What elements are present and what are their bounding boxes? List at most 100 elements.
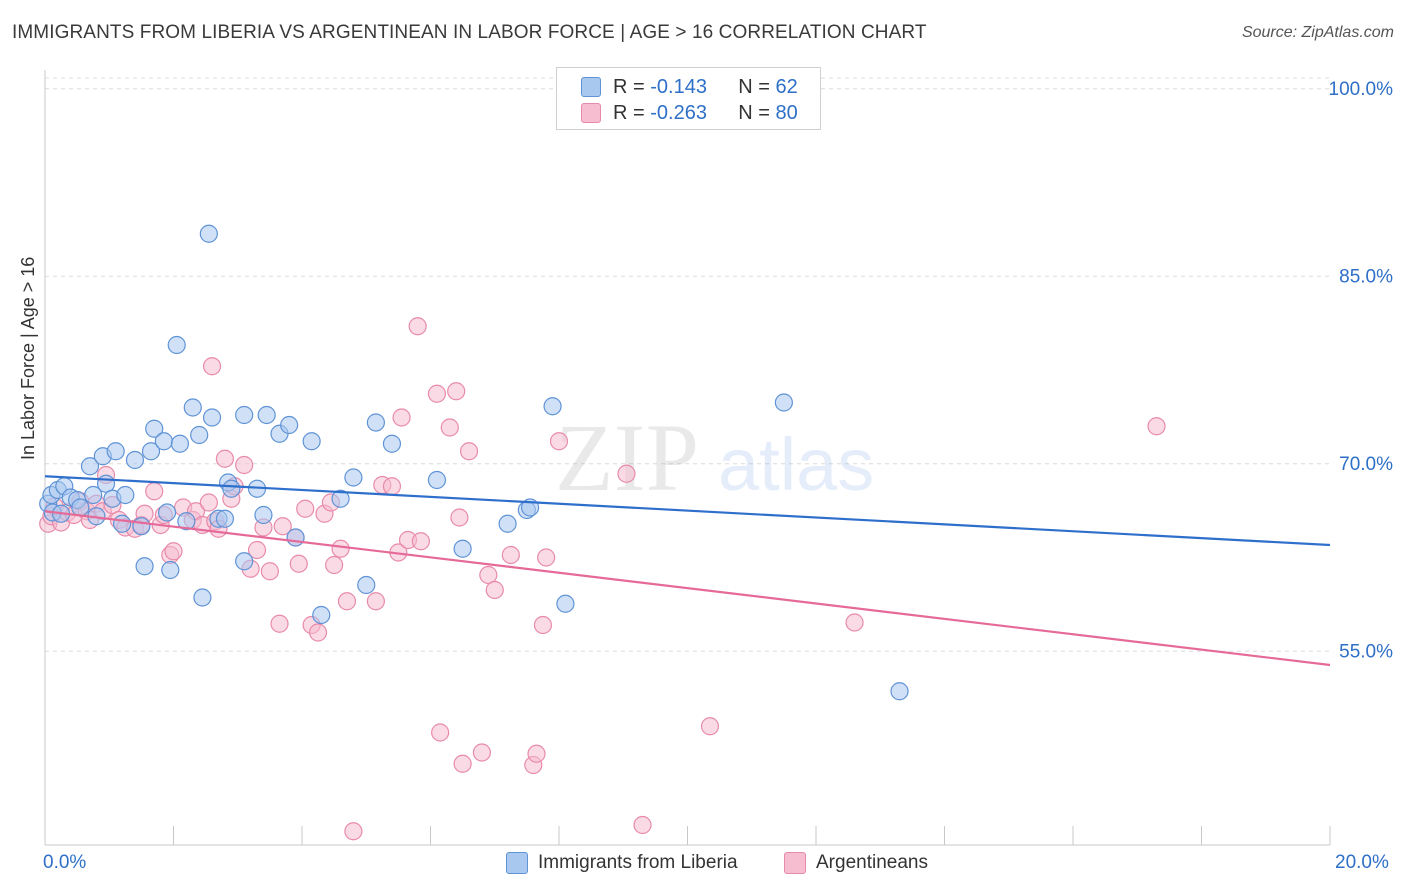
liberia-point <box>116 485 135 505</box>
argentineans-point <box>331 539 350 558</box>
argentineans-point <box>247 540 267 560</box>
x-tick-label-max: 20.0% <box>1335 852 1389 873</box>
liberia-points <box>39 224 909 701</box>
argentineans-points <box>39 317 1166 841</box>
liberia-point <box>774 393 793 412</box>
liberia-trend-line <box>44 475 1331 547</box>
y-tick-label: 100.0% <box>1329 79 1394 100</box>
liberia-point <box>167 335 186 355</box>
liberia-point <box>254 505 273 525</box>
watermark-atlas: atlas <box>718 423 874 506</box>
chart-title: IMMIGRANTS FROM LIBERIA VS ARGENTINEAN I… <box>12 22 927 43</box>
liberia-point <box>170 434 190 453</box>
liberia-point <box>177 512 196 531</box>
argentineans-point <box>459 442 479 461</box>
argentineans-point <box>382 477 402 496</box>
argentineans-point <box>164 542 183 561</box>
argentineans-point <box>215 449 234 468</box>
argentineans-point <box>537 548 556 567</box>
argentineans-point <box>1147 417 1166 436</box>
legend-row-argentineans: R = -0.263 N = 80 <box>581 101 798 125</box>
argentineans-point <box>447 382 466 401</box>
liberia-point <box>235 552 254 571</box>
legend-r-value: -0.143 <box>650 75 707 98</box>
liberia-point <box>145 419 164 438</box>
y-tick-labels: 55.0% 70.0% 85.0% 100.0% <box>1329 79 1394 663</box>
argentineans-point <box>273 517 292 536</box>
legend-n-label: N = <box>738 75 770 98</box>
liberia-point <box>141 442 161 461</box>
argentineans-point <box>199 493 218 512</box>
series-legend-argentineans: Argentineans <box>784 852 928 874</box>
argentineans-point <box>235 455 254 475</box>
liberia-point <box>193 588 212 607</box>
liberia-point <box>498 514 517 533</box>
argentineans-point <box>325 555 344 575</box>
legend-r-label: R = <box>613 101 645 124</box>
liberia-point <box>183 398 202 417</box>
argentineans-point <box>501 545 520 565</box>
argentineans-point <box>296 499 315 518</box>
argentineans-point <box>845 613 864 632</box>
argentineans-point <box>527 744 546 763</box>
argentineans-point <box>427 384 447 403</box>
liberia-point <box>280 415 299 435</box>
liberia-point <box>80 457 100 476</box>
trend-lines <box>44 475 1331 667</box>
y-tick-label: 85.0% <box>1339 266 1393 287</box>
liberia-point <box>84 485 103 505</box>
liberia-point <box>112 514 132 533</box>
liberia-point <box>222 479 241 498</box>
liberia-point <box>453 539 472 558</box>
y-tick-label: 70.0% <box>1339 454 1393 475</box>
source-label: Source: ZipAtlas.com <box>1241 24 1394 41</box>
argentineans-point <box>145 482 164 501</box>
argentineans-point <box>202 357 222 376</box>
argentineans-trend-line <box>44 510 1331 667</box>
liberia-point <box>331 489 350 508</box>
axes <box>44 70 1331 846</box>
argentineans-point <box>392 408 411 427</box>
liberia-point <box>125 450 145 470</box>
argentineans-point <box>633 815 652 835</box>
argentineans-point <box>289 554 308 573</box>
argentineans-point <box>440 418 459 437</box>
legend-n-label: N = <box>738 101 770 124</box>
liberia-swatch <box>581 77 601 97</box>
liberia-point <box>427 470 447 490</box>
y-axis-title: In Labor Force | Age > 16 <box>18 256 38 460</box>
series-legend: Immigrants from Liberia Argentineans <box>0 852 1406 878</box>
liberia-point <box>71 498 90 517</box>
watermark-zip: ZIP <box>555 404 699 511</box>
argentineans-point <box>260 562 279 581</box>
liberia-swatch <box>506 852 528 874</box>
argentineans-point <box>549 432 569 451</box>
series-legend-argentineans-label: Argentineans <box>816 852 928 873</box>
argentineans-point <box>408 317 427 336</box>
liberia-point <box>157 503 177 522</box>
liberia-point <box>161 560 180 580</box>
liberia-point <box>190 425 209 445</box>
liberia-point <box>215 509 234 528</box>
correlation-legend: R = -0.143 N = 62 R = -0.263 N = 80 <box>556 67 821 130</box>
liberia-point <box>135 557 154 576</box>
argentineans-point <box>270 614 289 633</box>
liberia-point <box>202 408 222 427</box>
liberia-point <box>257 405 276 425</box>
liberia-point <box>199 224 218 243</box>
liberia-point <box>286 528 305 547</box>
argentineans-point <box>453 754 472 773</box>
argentineans-point <box>617 464 636 483</box>
argentineans-point <box>337 592 357 611</box>
liberia-point <box>154 432 173 451</box>
liberia-point <box>132 517 151 536</box>
series-legend-liberia: Immigrants from Liberia <box>506 852 738 874</box>
liberia-point <box>344 468 363 487</box>
liberia-point <box>302 432 321 451</box>
argentineans-point <box>366 592 385 611</box>
legend-r-label: R = <box>613 75 645 98</box>
argentineans-swatch <box>581 103 601 123</box>
liberia-point <box>357 575 376 595</box>
argentineans-point <box>308 623 328 642</box>
legend-r-value: -0.263 <box>650 101 707 124</box>
